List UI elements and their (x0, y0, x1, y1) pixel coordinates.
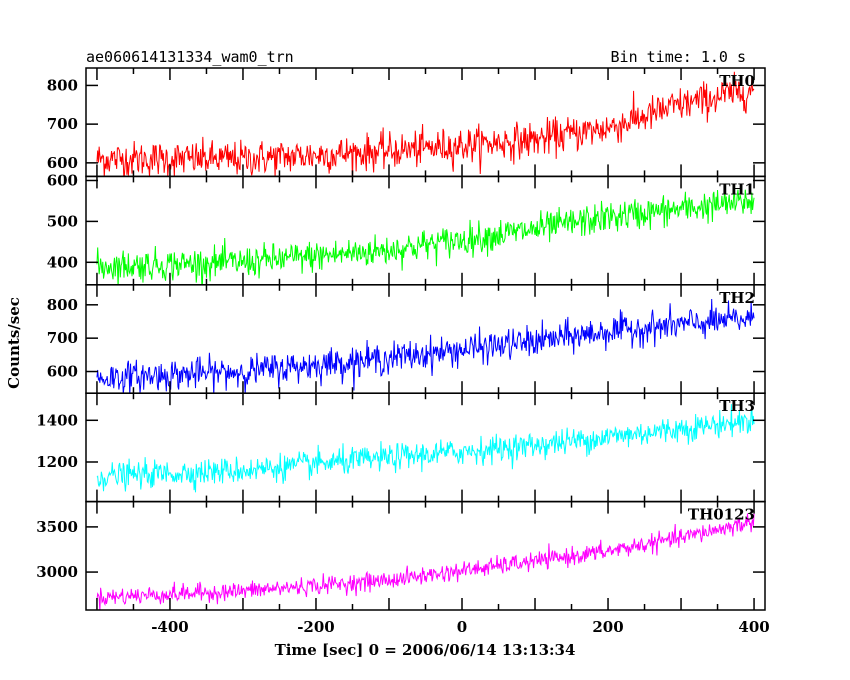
x-tick-label: -200 (297, 618, 335, 636)
panel-frame (85, 175, 766, 286)
x-tick-label: 0 (457, 618, 467, 636)
series-line-th0123 (96, 513, 755, 611)
y-tick-label: 700 (47, 329, 78, 347)
panel-label: TH2 (719, 289, 755, 307)
y-tick-label: 3000 (36, 563, 78, 581)
y-tick-label: 3500 (36, 518, 78, 536)
panel-frame (85, 67, 766, 178)
x-tick-label: -400 (151, 618, 189, 636)
panel-label: TH0123 (688, 506, 755, 524)
panel-frame (85, 392, 766, 503)
y-tick-label: 400 (47, 253, 78, 271)
y-tick-label: 800 (47, 296, 78, 314)
panel-th2: 600 700 800 TH2 (47, 284, 766, 394)
y-tick-label: 600 (47, 154, 78, 172)
panel-th1: 400 500 600 TH1 (47, 171, 766, 286)
x-tick-label: 400 (738, 618, 769, 636)
chart-title: ae060614131334_wam0_trn (86, 48, 294, 66)
bin-time-label: Bin time: 1.0 s (611, 48, 746, 66)
series-line-th1 (96, 185, 755, 285)
y-tick-label: 600 (47, 363, 78, 381)
series-line-th2 (96, 299, 755, 394)
y-tick-label: 500 (47, 212, 78, 230)
y-tick-label: 1400 (36, 411, 78, 429)
panel-label: TH3 (719, 397, 755, 415)
x-tick-label: 200 (592, 618, 623, 636)
y-tick-label: 1200 (36, 453, 78, 471)
panels-group: 600 700 800 TH0 400 500 600 TH1 600 700 800 TH2 1200… (36, 67, 770, 636)
series-line-th0 (96, 71, 755, 177)
y-tick-label: 600 (47, 171, 78, 189)
panel-th3: 1200 1400 TH3 (36, 392, 766, 503)
panel-th0123: 3000 3500 TH0123 (36, 500, 766, 611)
panel-label: TH0 (719, 72, 755, 90)
series-line-th3 (96, 404, 755, 493)
y-tick-label: 800 (47, 76, 78, 94)
panel-label: TH1 (719, 180, 755, 198)
panel-th0: 600 700 800 TH0 (47, 67, 766, 178)
y-axis-label: Counts/sec (5, 297, 23, 389)
x-axis-label: Time [sec] 0 = 2006/06/14 13:13:34 (275, 641, 576, 659)
y-tick-label: 700 (47, 115, 78, 133)
